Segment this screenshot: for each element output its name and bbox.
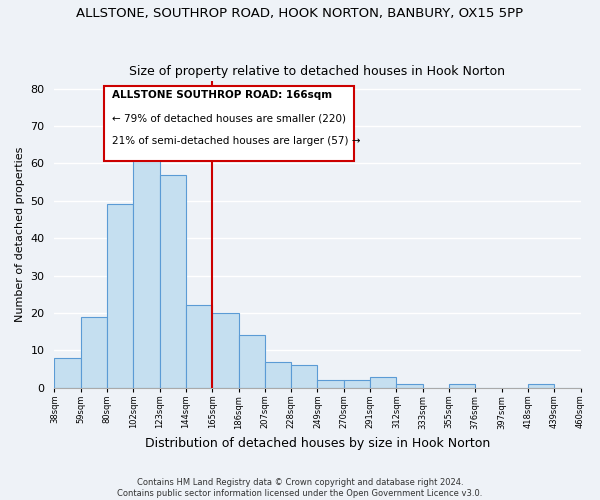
- Bar: [265, 362, 291, 388]
- Bar: [344, 380, 370, 388]
- Bar: [449, 384, 475, 388]
- FancyBboxPatch shape: [104, 86, 354, 161]
- Bar: [133, 144, 160, 388]
- Bar: [186, 306, 212, 388]
- Text: ALLSTONE SOUTHROP ROAD: 166sqm: ALLSTONE SOUTHROP ROAD: 166sqm: [112, 90, 332, 101]
- Bar: [317, 380, 344, 388]
- Bar: [55, 358, 81, 388]
- Title: Size of property relative to detached houses in Hook Norton: Size of property relative to detached ho…: [130, 66, 505, 78]
- Bar: [528, 384, 554, 388]
- Bar: [370, 376, 397, 388]
- Y-axis label: Number of detached properties: Number of detached properties: [15, 146, 25, 322]
- Text: ← 79% of detached houses are smaller (220): ← 79% of detached houses are smaller (22…: [112, 113, 346, 123]
- Text: ALLSTONE, SOUTHROP ROAD, HOOK NORTON, BANBURY, OX15 5PP: ALLSTONE, SOUTHROP ROAD, HOOK NORTON, BA…: [76, 8, 524, 20]
- Bar: [397, 384, 422, 388]
- X-axis label: Distribution of detached houses by size in Hook Norton: Distribution of detached houses by size …: [145, 437, 490, 450]
- Bar: [212, 313, 239, 388]
- Text: 21% of semi-detached houses are larger (57) →: 21% of semi-detached houses are larger (…: [112, 136, 361, 146]
- Bar: [160, 174, 186, 388]
- Text: Contains HM Land Registry data © Crown copyright and database right 2024.
Contai: Contains HM Land Registry data © Crown c…: [118, 478, 482, 498]
- Bar: [291, 366, 317, 388]
- Bar: [81, 316, 107, 388]
- Bar: [107, 204, 133, 388]
- Bar: [239, 336, 265, 388]
